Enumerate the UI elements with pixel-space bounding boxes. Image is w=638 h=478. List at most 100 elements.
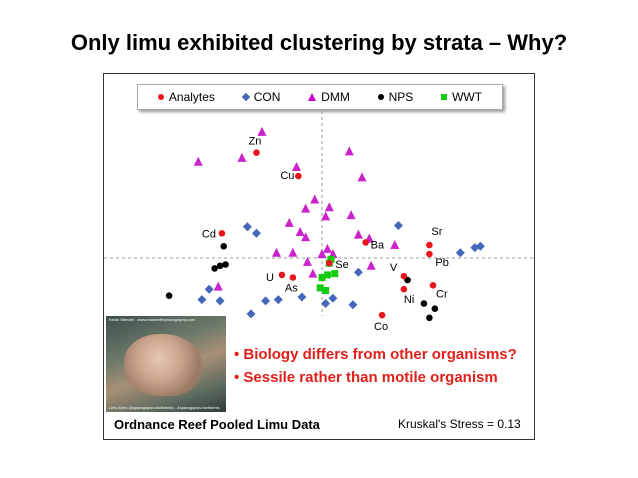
point-con-16 [475, 241, 485, 251]
legend-marker-analytes [157, 94, 164, 100]
slide-title: Only limu exhibited clustering by strata… [70, 30, 568, 55]
point-analyte-cr [429, 282, 437, 289]
label-analyte-cu: Cu [280, 170, 294, 182]
point-dmm-10 [346, 210, 356, 220]
point-dmm-2 [257, 126, 267, 136]
point-analyte-cu [295, 172, 302, 180]
point-dmm-11 [284, 217, 294, 227]
label-analyte-cr: Cr [436, 288, 448, 300]
stress-value: Kruskal's Stress = 0.13 [398, 417, 521, 431]
point-dmm-4 [344, 146, 354, 156]
label-analyte-as: As [285, 283, 298, 295]
point-dmm-5 [357, 172, 367, 182]
bullet-biology: • Biology differs from other organisms? [234, 346, 517, 363]
point-dmm-24 [213, 281, 223, 291]
point-dmm-23 [390, 240, 400, 249]
label-analyte-cd: Cd [202, 228, 216, 240]
point-nps-4 [165, 292, 173, 300]
legend-label-dmm: DMM [321, 90, 350, 104]
chart-legend: Analytes CON DMM NPS WWT [137, 84, 503, 110]
point-dmm-8 [321, 211, 331, 221]
legend-label-nps: NPS [388, 90, 414, 104]
point-dmm-15 [288, 247, 298, 257]
point-dmm-7 [310, 194, 320, 204]
photo-credit: Keoki Stender - www.marinelifephotograph… [109, 317, 196, 322]
point-dmm-9 [324, 202, 334, 212]
point-nps-7 [431, 305, 439, 313]
point-nps-2 [222, 261, 229, 268]
point-analyte-co [378, 311, 386, 319]
point-nps-6 [420, 300, 428, 307]
coral-image [124, 334, 202, 396]
plot-caption: Ordnance Reef Pooled Limu Data [114, 417, 320, 432]
label-analyte-se: Se [335, 259, 348, 271]
point-nps-3 [211, 265, 218, 272]
point-wwt-6 [322, 287, 330, 294]
point-dmm-25 [308, 268, 318, 278]
point-nps-0 [220, 243, 228, 250]
legend-marker-dmm [308, 93, 317, 101]
point-dmm-13 [301, 232, 311, 242]
legend-item-con: CON [241, 90, 281, 104]
label-analyte-u: U [266, 272, 274, 284]
point-con-6 [261, 296, 271, 306]
point-analyte-v [400, 272, 408, 280]
point-analyte-u [278, 271, 286, 279]
point-con-5 [246, 309, 256, 319]
point-analyte-pb [426, 250, 433, 258]
point-con-14 [455, 248, 465, 258]
point-con-11 [348, 300, 358, 310]
point-con-0 [242, 222, 252, 232]
legend-label-wwt: WWT [452, 90, 483, 104]
label-analyte-pb: Pb [435, 257, 448, 269]
point-dmm-18 [322, 243, 332, 253]
bullet-sessile: • Sessile rather than motile organism [234, 369, 498, 386]
legend-label-con: CON [253, 90, 281, 104]
point-con-12 [353, 267, 363, 277]
legend-label-analytes: Analytes [168, 90, 215, 104]
point-con-8 [297, 292, 307, 302]
point-dmm-3 [292, 162, 302, 171]
legend-item-dmm: DMM [308, 90, 350, 104]
legend-item-nps: NPS [377, 90, 414, 104]
point-analyte-ni [400, 285, 408, 293]
legend-item-wwt: WWT [441, 90, 482, 104]
point-analyte-zn [253, 149, 260, 156]
point-dmm-14 [272, 247, 281, 257]
point-wwt-5 [316, 284, 324, 292]
point-dmm-0 [193, 156, 203, 166]
point-analyte-se [325, 259, 333, 267]
label-analyte-v: V [390, 262, 398, 274]
point-wwt-1 [327, 255, 335, 263]
point-con-4 [215, 296, 225, 306]
limu-photo: Keoki Stender - www.marinelifephotograph… [106, 316, 226, 412]
point-wwt-4 [318, 274, 326, 281]
label-analyte-ba: Ba [371, 239, 385, 251]
point-wwt-2 [323, 271, 331, 279]
point-dmm-6 [301, 203, 311, 213]
point-analyte-sr [426, 241, 433, 249]
label-analyte-ni: Ni [404, 294, 414, 306]
point-wwt-3 [331, 270, 339, 278]
scatter-marks: Zn Cu Cd U As Se Ba Sr Pb V Ni Cr Co [165, 126, 485, 333]
point-dmm-16 [302, 256, 312, 266]
label-analyte-sr: Sr [431, 226, 442, 238]
point-dmm-20 [353, 229, 363, 239]
point-con-10 [328, 293, 338, 303]
point-dmm-1 [237, 152, 247, 162]
point-con-1 [251, 228, 261, 238]
point-dmm-12 [295, 227, 305, 236]
point-analyte-as [289, 274, 297, 281]
point-dmm-22 [366, 260, 376, 270]
legend-marker-con [241, 92, 250, 102]
point-analyte-cd [218, 230, 226, 237]
point-con-9 [321, 299, 331, 308]
point-con-2 [204, 284, 214, 294]
point-dmm-17 [317, 249, 327, 259]
point-nps-8 [426, 314, 433, 322]
legend-item-analytes: Analytes [157, 90, 215, 104]
point-con-3 [197, 295, 207, 305]
point-con-13 [393, 221, 403, 230]
label-analyte-zn: Zn [248, 136, 261, 148]
